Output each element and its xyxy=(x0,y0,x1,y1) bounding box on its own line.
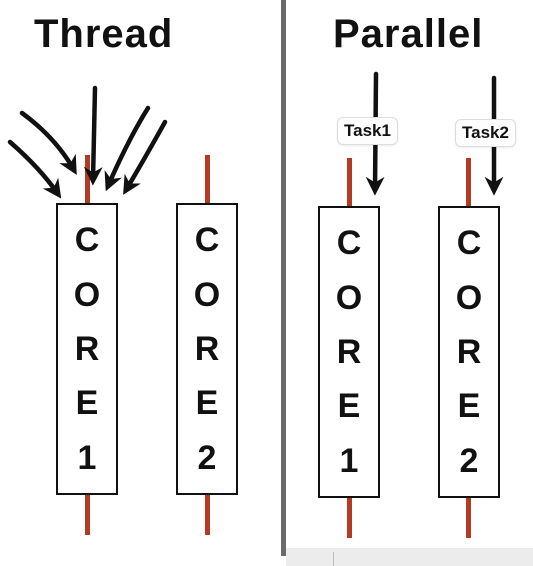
thread-arrow xyxy=(10,142,58,194)
thread-arrow xyxy=(108,108,148,186)
task1-label: Task1 xyxy=(337,117,398,145)
thread-arrow xyxy=(93,88,95,180)
task2-label: Task2 xyxy=(455,119,516,147)
